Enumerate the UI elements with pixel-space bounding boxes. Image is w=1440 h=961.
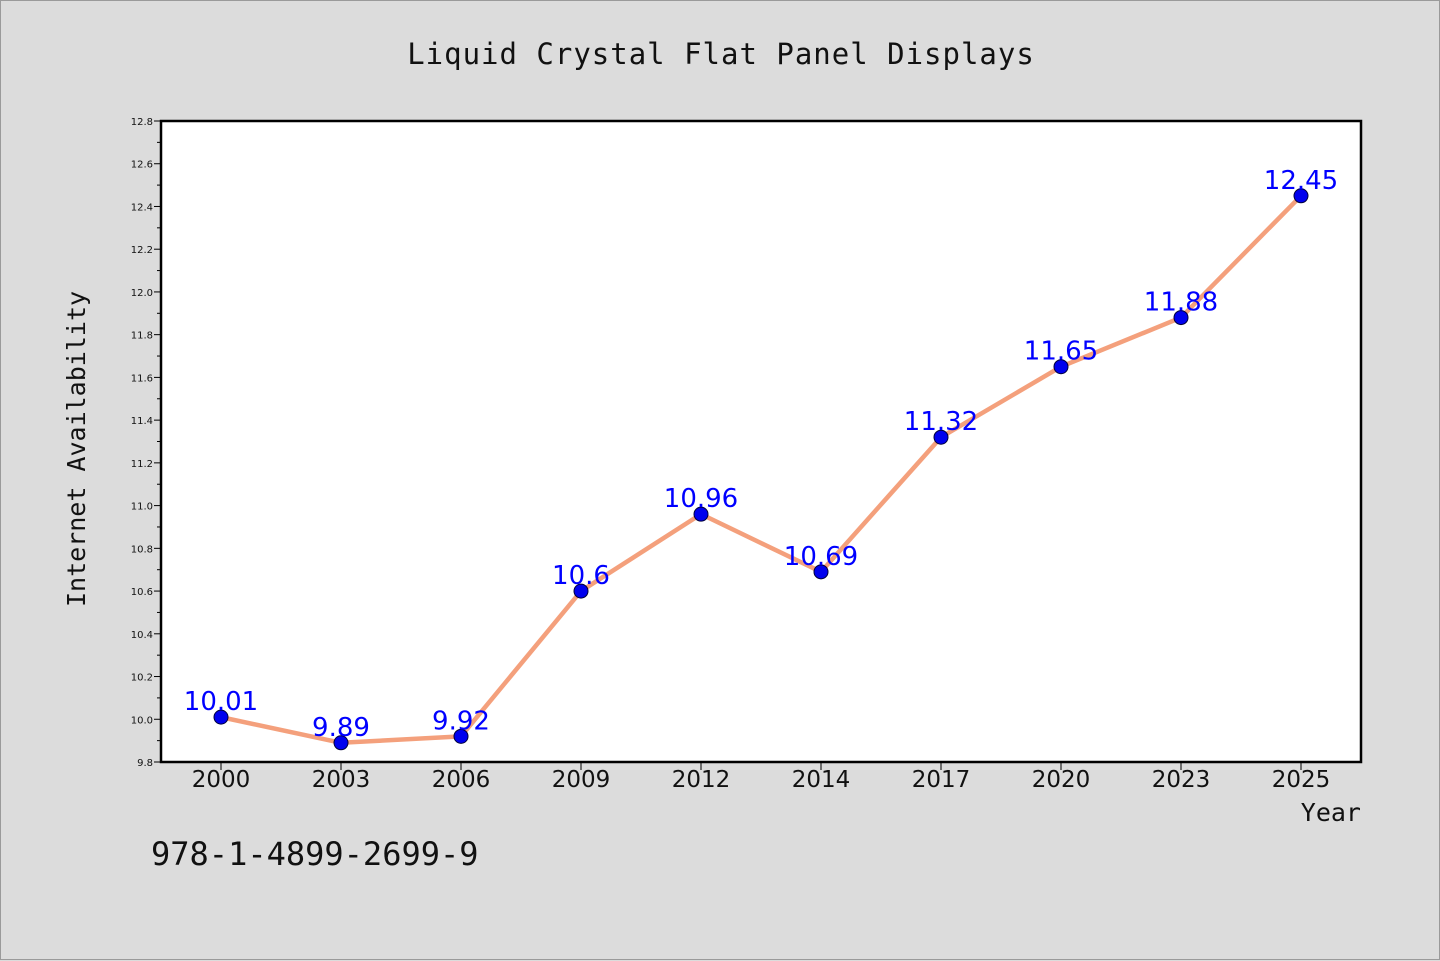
x-tick-label: 2009	[552, 767, 611, 793]
x-tick-label: 2003	[312, 767, 371, 793]
data-label: 10.69	[784, 542, 858, 572]
x-tick-label: 2025	[1272, 767, 1331, 793]
data-label: 11.65	[1024, 337, 1098, 367]
data-point	[333, 735, 349, 751]
y-tick-label: 12.6	[131, 160, 153, 171]
data-label: 12.45	[1264, 166, 1338, 196]
data-label: 9.89	[312, 713, 370, 743]
x-tick-label: 2006	[432, 767, 491, 793]
y-axis-label: Internet Availability	[62, 291, 91, 607]
data-point	[213, 709, 229, 725]
y-tick-label: 11.8	[131, 331, 153, 342]
y-tick-label: 12.4	[131, 202, 153, 213]
y-axis: 9.8 10.0 10.2 10.4 10.6 10.8 11.0 11.2 11.4 11.6 1…	[131, 117, 161, 769]
y-tick-label: 11.6	[131, 373, 153, 384]
y-tick-label: 11.4	[131, 416, 153, 427]
x-tick-label: 2023	[1152, 767, 1211, 793]
data-point	[1293, 188, 1309, 204]
isbn-text: 978-1-4899-2699-9	[151, 835, 479, 873]
y-tick-label: 11.0	[131, 502, 153, 513]
y-tick-label: 12.2	[131, 245, 153, 256]
x-tick-label: 2014	[792, 767, 851, 793]
data-series: 10.01 9.89 9.92 10.6 10.96 10.69 11.32 11.65 11.…	[184, 166, 1338, 751]
data-label: 10.01	[184, 687, 258, 717]
data-label: 9.92	[432, 706, 490, 736]
data-label: 10.6	[552, 561, 610, 591]
y-tick-label: 9.8	[137, 758, 153, 769]
data-point	[453, 728, 469, 744]
y-tick-label: 10.8	[131, 544, 153, 555]
data-point	[1173, 310, 1189, 326]
x-axis: 2000 2003 2006 2009 2012 2014 2017 2020 2023 2025	[192, 762, 1331, 793]
data-point	[1053, 359, 1069, 375]
data-point	[933, 429, 949, 445]
series-line	[218, 193, 1304, 746]
y-tick-label: 10.2	[131, 673, 153, 684]
data-point	[813, 564, 829, 580]
x-tick-label: 2017	[912, 767, 971, 793]
data-point	[573, 583, 589, 599]
y-tick-label: 12.8	[131, 117, 153, 128]
plot-area	[159, 119, 1363, 764]
y-tick-label: 10.4	[131, 630, 153, 641]
y-tick-label: 10.0	[131, 715, 153, 726]
chart-title: Liquid Crystal Flat Panel Displays	[407, 37, 1035, 71]
data-label: 11.88	[1144, 288, 1218, 318]
x-axis-label: Year	[1301, 798, 1361, 827]
data-label: 10.96	[664, 484, 738, 514]
data-label: 11.32	[904, 407, 978, 437]
y-tick-label: 12.0	[131, 288, 153, 299]
x-tick-label: 2020	[1032, 767, 1091, 793]
x-tick-label: 2012	[672, 767, 731, 793]
y-tick-label: 10.6	[131, 587, 153, 598]
data-point	[693, 506, 709, 522]
x-tick-label: 2000	[192, 767, 251, 793]
y-tick-label: 11.2	[131, 459, 153, 470]
